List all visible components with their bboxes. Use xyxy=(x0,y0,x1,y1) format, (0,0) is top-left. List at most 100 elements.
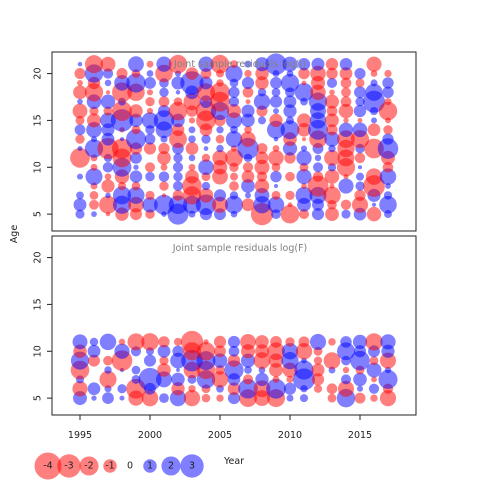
residual-bubble xyxy=(144,133,156,145)
residual-bubble xyxy=(87,382,101,396)
residual-bubble xyxy=(255,372,269,387)
y-tick-label: 20 xyxy=(33,252,44,264)
residual-bubble xyxy=(355,97,365,107)
residual-bubble xyxy=(354,152,366,164)
residual-bubble xyxy=(254,159,270,175)
residual-bubble xyxy=(325,207,339,222)
residual-bubble xyxy=(117,384,127,394)
legend-bubble xyxy=(103,459,117,473)
residual-bubble xyxy=(324,150,340,166)
residual-bubble xyxy=(103,106,113,116)
residual-bubble xyxy=(173,171,183,182)
residual-bubble xyxy=(185,67,199,80)
residual-bubble xyxy=(89,191,99,200)
residual-bubble xyxy=(146,89,154,96)
residual-bubble xyxy=(128,56,144,73)
residual-bubble xyxy=(159,356,169,366)
residual-bubble xyxy=(99,195,117,214)
residual-bubble xyxy=(172,345,184,357)
residual-bubble xyxy=(102,392,114,404)
residual-bubble xyxy=(173,181,183,192)
residual-bubble xyxy=(286,70,294,77)
legend-label: -4 xyxy=(43,461,52,472)
residual-bubble xyxy=(324,169,340,184)
residual-bubble xyxy=(378,369,398,389)
residual-bubble xyxy=(146,107,154,115)
residual-bubble xyxy=(338,103,354,119)
residual-bubble xyxy=(257,88,267,97)
residual-bubble xyxy=(146,70,154,77)
residual-bubble xyxy=(351,196,369,213)
residual-bubble xyxy=(131,125,141,135)
residual-bubble xyxy=(72,103,88,119)
residual-bubble xyxy=(325,58,339,71)
residual-bubble xyxy=(297,58,311,71)
residual-bubble xyxy=(75,209,85,219)
residual-bubble xyxy=(141,389,159,407)
residual-bubble xyxy=(183,390,201,407)
residual-bubble xyxy=(270,336,282,348)
y-tick-label: 10 xyxy=(33,345,44,357)
residual-bubble xyxy=(129,104,143,118)
residual-bubble xyxy=(337,380,355,397)
residual-bubble xyxy=(380,334,396,350)
residual-bubble xyxy=(162,193,166,198)
legend-label: 0 xyxy=(127,461,133,472)
residual-bubble xyxy=(258,116,266,125)
residual-bubble xyxy=(89,337,99,347)
residual-bubble xyxy=(326,67,338,80)
residual-bubble xyxy=(126,129,146,150)
residual-bubble xyxy=(211,371,229,388)
bottom-panel-bubbles xyxy=(70,330,398,408)
residual-bubble xyxy=(77,146,83,152)
residual-bubble xyxy=(370,70,378,77)
residual-bubble xyxy=(339,57,353,71)
residual-bubble xyxy=(294,360,314,380)
residual-bubble xyxy=(324,131,340,147)
residual-bubble xyxy=(196,342,216,361)
y-axis-label: Age xyxy=(9,225,20,244)
residual-bubble xyxy=(227,335,241,348)
residual-bubble xyxy=(342,366,350,374)
residual-bubble xyxy=(312,171,324,182)
residual-bubble xyxy=(314,154,322,162)
residual-bubble xyxy=(146,60,154,68)
residual-bubble xyxy=(371,117,377,124)
residual-bubble xyxy=(379,390,397,407)
residual-bubble xyxy=(75,115,85,125)
residual-bubble xyxy=(199,76,213,90)
residual-bubble xyxy=(340,336,352,348)
y-tick-label: 15 xyxy=(33,114,44,126)
x-tick-label: 2010 xyxy=(278,430,302,441)
residual-bubble xyxy=(169,390,187,407)
residual-bubble xyxy=(158,336,170,348)
residual-bubble xyxy=(285,337,295,347)
residual-bubble xyxy=(271,190,281,200)
x-tick-label: 1995 xyxy=(68,430,92,441)
residual-bubble xyxy=(382,133,394,145)
residual-bubble xyxy=(175,90,181,95)
residual-bubble xyxy=(119,137,125,142)
residual-bubble xyxy=(159,181,169,191)
residual-bubble xyxy=(240,131,256,147)
residual-bubble xyxy=(283,382,297,395)
residual-bubble xyxy=(91,211,97,218)
residual-bubble xyxy=(99,333,117,351)
residual-bubble xyxy=(238,378,258,399)
residual-bubble xyxy=(103,355,113,366)
residual-bubble xyxy=(157,363,171,377)
residual-bubble xyxy=(356,385,364,392)
residual-bubble xyxy=(383,125,393,135)
residual-bubble xyxy=(84,55,104,74)
residual-bubble xyxy=(229,181,239,191)
residual-bubble xyxy=(91,395,97,401)
residual-bubble xyxy=(354,392,366,404)
residual-bubble xyxy=(266,378,286,399)
residual-bubble xyxy=(283,104,297,118)
residual-bubble xyxy=(77,79,83,86)
residual-bubble xyxy=(227,104,241,119)
residual-bubble xyxy=(340,199,352,210)
y-tick-label: 20 xyxy=(33,68,44,80)
residual-bubble xyxy=(159,393,169,403)
residual-bubble xyxy=(141,333,159,351)
